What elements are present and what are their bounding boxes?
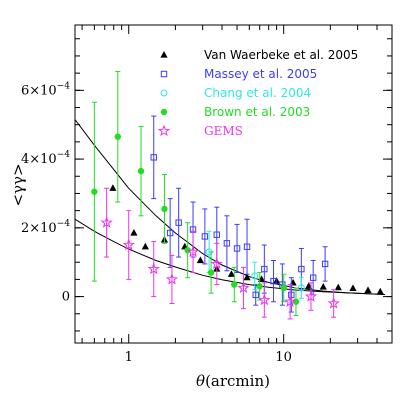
x-axis-label-symbol: θ xyxy=(196,372,205,390)
y-tick-label: 6×10−4 xyxy=(21,81,70,98)
y-tick-mantissa: 2×10 xyxy=(21,221,57,236)
legend-label: Brown et al. 2003 xyxy=(204,105,310,119)
y-tick-exponent: −4 xyxy=(57,150,71,160)
data-point xyxy=(201,233,209,240)
y-tick-label: 0 xyxy=(62,290,70,305)
data-point xyxy=(252,291,259,299)
data-point xyxy=(364,286,372,294)
data-point xyxy=(227,270,236,277)
data-point xyxy=(210,257,223,270)
data-point xyxy=(251,272,259,280)
legend-label: GEMS xyxy=(204,124,243,138)
legend-label: Van Waerbeke et al. 2005 xyxy=(204,48,358,62)
data-point xyxy=(166,229,174,237)
x-axis-label: θ(arcmin) xyxy=(196,372,270,390)
data-point xyxy=(288,291,295,299)
legend: Van Waerbeke et al. 2005 Massey et al. 20… xyxy=(157,48,358,138)
legend-label: Chang et al. 2004 xyxy=(204,86,311,100)
data-point xyxy=(150,154,157,161)
plot-frame xyxy=(74,24,393,344)
data-point xyxy=(243,243,251,250)
legend-marker xyxy=(160,51,168,58)
data-point xyxy=(304,290,318,302)
data-point xyxy=(334,283,342,291)
legend-marker xyxy=(157,124,171,137)
data-point xyxy=(196,256,204,264)
data-point xyxy=(280,284,287,292)
data-point xyxy=(321,260,329,268)
data-point xyxy=(114,133,121,140)
data-point xyxy=(237,281,250,294)
legend-label: Massey et al. 2005 xyxy=(204,67,317,81)
data-point xyxy=(309,274,317,281)
data-point xyxy=(130,228,138,236)
data-point xyxy=(327,297,340,309)
data-point xyxy=(213,231,220,238)
data-point xyxy=(231,281,238,288)
data-point xyxy=(147,262,160,275)
model-curve-2 xyxy=(74,218,385,295)
data-point xyxy=(258,293,271,306)
data-point xyxy=(100,216,113,228)
data-point xyxy=(349,284,357,291)
data-point xyxy=(161,205,168,213)
data-point xyxy=(233,245,241,252)
y-tick-label: 4×10−4 xyxy=(21,150,70,167)
data-point xyxy=(270,277,277,285)
legend-marker xyxy=(160,70,168,78)
series-brown-et-al-2003 xyxy=(91,70,300,316)
x-tick-label: 1 xyxy=(125,350,133,365)
x-axis-label-unit: (arcmin) xyxy=(205,372,270,390)
data-point xyxy=(109,184,117,191)
data-point xyxy=(256,283,263,290)
data-point xyxy=(141,242,149,250)
y-tick-exponent: −4 xyxy=(57,81,71,91)
model-curves xyxy=(74,119,385,295)
data-point xyxy=(298,265,305,273)
data-point xyxy=(91,188,98,195)
y-tick-exponent: −4 xyxy=(57,219,71,229)
data-point xyxy=(175,219,182,226)
data-point xyxy=(186,245,200,258)
data-point xyxy=(376,287,384,295)
model-curve-1 xyxy=(74,119,385,295)
data-point xyxy=(207,269,215,276)
y-tick-mantissa: 0 xyxy=(62,290,70,305)
data-point xyxy=(122,238,135,251)
legend-marker xyxy=(160,108,168,116)
data-point xyxy=(165,272,179,285)
y-tick-label: 2×10−4 xyxy=(21,219,70,236)
x-tick-label: 10 xyxy=(275,350,292,365)
data-point xyxy=(283,295,297,307)
data-point xyxy=(223,240,231,247)
data-point xyxy=(137,167,145,175)
series-gems xyxy=(100,187,340,320)
y-tick-mantissa: 6×10 xyxy=(21,83,57,98)
data-series xyxy=(91,70,384,320)
data-point xyxy=(243,273,251,281)
data-point xyxy=(261,265,268,273)
y-tick-mantissa: 4×10 xyxy=(21,152,57,167)
data-point xyxy=(319,282,327,290)
legend-marker xyxy=(160,89,168,97)
y-axis-label: <γγ> xyxy=(9,163,27,206)
